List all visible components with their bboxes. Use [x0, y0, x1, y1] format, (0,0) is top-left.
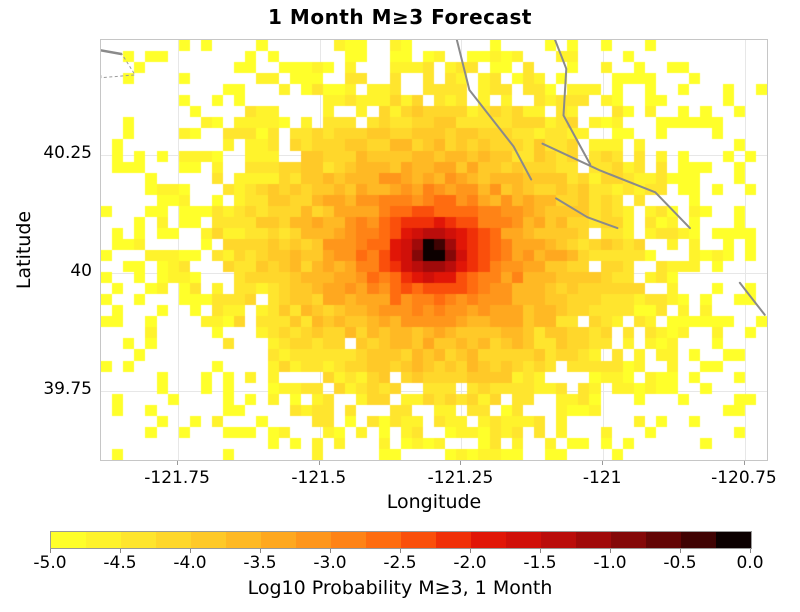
colorbar-segment: [436, 532, 471, 548]
colorbar-segment: [541, 532, 576, 548]
fault-line: [738, 281, 766, 316]
colorbar-segment: [681, 532, 716, 548]
colorbar-tick-mark: [750, 549, 751, 553]
x-tick-mark: [318, 461, 320, 465]
colorbar-segment: [401, 532, 436, 548]
colorbar-tick-label: -1.5: [523, 553, 557, 573]
colorbar-segment: [156, 532, 191, 548]
x-tick-label: -121.75: [144, 468, 210, 488]
x-axis-label: Longitude: [386, 491, 482, 513]
colorbar-segment: [646, 532, 681, 548]
colorbar-segment: [226, 532, 261, 548]
colorbar-segment: [191, 532, 226, 548]
colorbar-tick-mark: [190, 549, 191, 553]
colorbar-tick-mark: [610, 549, 611, 553]
colorbar-tick-mark: [680, 549, 681, 553]
fault-line: [455, 40, 533, 181]
colorbar-segment: [261, 532, 296, 548]
x-tick-label: -120.75: [711, 468, 777, 488]
x-tick-mark: [602, 461, 604, 465]
colorbar-segment: [716, 532, 751, 548]
fault-line: [554, 40, 592, 166]
y-tick-label: 40: [70, 261, 92, 282]
colorbar-tick-mark: [120, 549, 121, 553]
colorbar-tick-label: -0.5: [663, 553, 697, 573]
x-tick-mark: [460, 461, 462, 465]
colorbar-segment: [51, 532, 86, 548]
colorbar-tick-label: -3.0: [313, 553, 347, 573]
colorbar-tick-label: -1.0: [593, 553, 627, 573]
boundary-polygon-solid-edge: [101, 49, 123, 56]
colorbar-tick-mark: [330, 549, 331, 553]
colorbar-segment: [86, 532, 121, 548]
colorbar-tick-label: -4.0: [173, 553, 207, 573]
heatmap-canvas: [101, 40, 767, 460]
colorbar-segment: [471, 532, 506, 548]
colorbar-tick-label: 0.0: [736, 553, 764, 573]
map-overlay-svg: [101, 40, 766, 316]
colorbar: [50, 531, 752, 549]
y-tick-label: 40.25: [43, 143, 92, 164]
colorbar-segment: [296, 532, 331, 548]
colorbar-tick-label: -5.0: [33, 553, 67, 573]
y-tick-label: 39.75: [43, 379, 92, 400]
x-tick-mark: [743, 461, 745, 465]
colorbar-segment: [331, 532, 366, 548]
colorbar-segment: [366, 532, 401, 548]
colorbar-tick-mark: [50, 549, 51, 553]
colorbar-tick-mark: [540, 549, 541, 553]
colorbar-tick-mark: [260, 549, 261, 553]
colorbar-tick-label: -2.0: [453, 553, 487, 573]
x-tick-label: -121: [582, 468, 622, 488]
colorbar-tick-label: -3.5: [243, 553, 277, 573]
plot-area: [100, 39, 768, 461]
colorbar-tick-mark: [470, 549, 471, 553]
fault-line: [541, 142, 691, 230]
colorbar-tick-label: -4.5: [103, 553, 137, 573]
colorbar-label: Log10 Probability M≥3, 1 Month: [247, 577, 553, 599]
x-tick-mark: [177, 461, 179, 465]
x-tick-label: -121.25: [427, 468, 494, 488]
colorbar-segment: [576, 532, 611, 548]
fault-line: [555, 197, 619, 230]
x-tick-label: -121.5: [291, 468, 347, 488]
colorbar-tick-label: -2.5: [383, 553, 417, 573]
chart-title: 1 Month M≥3 Forecast: [268, 5, 532, 29]
colorbar-tick-mark: [400, 549, 401, 553]
colorbar-segment: [121, 532, 156, 548]
colorbar-segment: [611, 532, 646, 548]
colorbar-segment: [506, 532, 541, 548]
